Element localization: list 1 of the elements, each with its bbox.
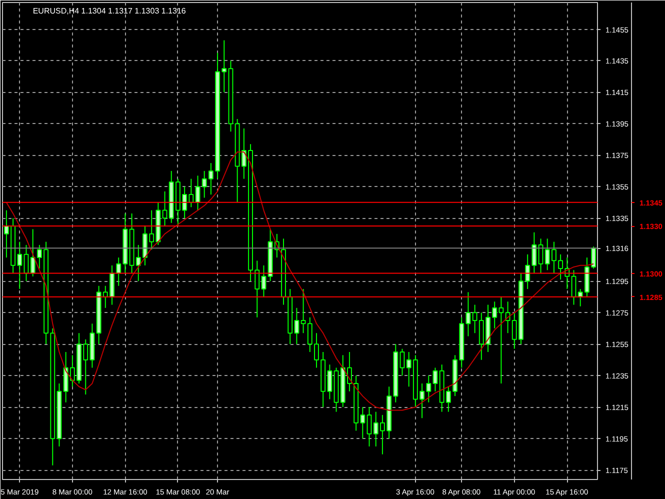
text: EURUSD,H4 1.1304 1.1317 1.1303 1.1316 [32, 6, 186, 16]
